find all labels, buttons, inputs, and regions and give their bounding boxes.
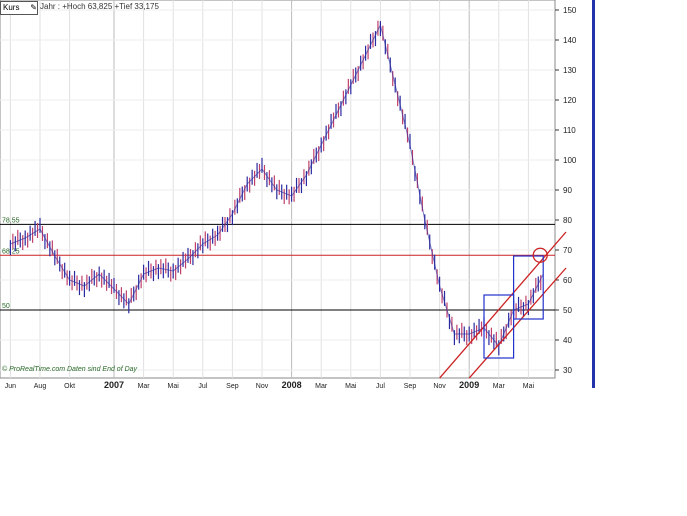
level-label: 50 bbox=[2, 303, 10, 310]
x-tick-label: 2007 bbox=[104, 380, 124, 390]
x-tick-label: Mar bbox=[138, 383, 151, 390]
credit-text: © ProRealTime.com Daten sind End of Day bbox=[2, 366, 138, 373]
y-tick-label: 100 bbox=[563, 156, 577, 165]
x-tick-label: Nov bbox=[433, 383, 446, 390]
instrument-label: Kurs bbox=[3, 3, 20, 12]
x-tick-label: Jul bbox=[376, 383, 385, 390]
y-tick-label: 110 bbox=[563, 126, 576, 135]
y-tick-label: 120 bbox=[563, 96, 577, 105]
range-box bbox=[512, 255, 544, 320]
x-tick-label: Mar bbox=[315, 383, 328, 390]
x-tick-label: Okt bbox=[64, 383, 75, 390]
x-tick-label: 2009 bbox=[459, 380, 479, 390]
target-circle bbox=[532, 247, 548, 263]
range-box bbox=[483, 294, 515, 359]
x-tick-label: Jul bbox=[198, 383, 207, 390]
wrench-icon[interactable]: ✎ bbox=[30, 3, 37, 12]
price-line bbox=[10, 23, 544, 347]
y-tick-label: 60 bbox=[563, 276, 572, 285]
x-tick-label: 2008 bbox=[282, 380, 302, 390]
y-tick-label: 50 bbox=[563, 306, 572, 315]
x-tick-label: Mai bbox=[168, 383, 180, 390]
y-tick-label: 80 bbox=[563, 216, 572, 225]
channel-line bbox=[439, 231, 567, 379]
y-tick-label: 30 bbox=[563, 366, 572, 375]
y-tick-label: 130 bbox=[563, 66, 577, 75]
x-tick-label: Mar bbox=[493, 383, 506, 390]
x-tick-label: Aug bbox=[34, 383, 47, 390]
y-tick-label: 150 bbox=[563, 6, 577, 15]
x-tick-label: Nov bbox=[256, 383, 269, 390]
chart-summary: Jahr : +Hoch 63,825 +Tief 33,175 bbox=[40, 2, 159, 11]
x-tick-label: Mai bbox=[345, 383, 357, 390]
instrument-selector[interactable]: Kurs ✎ bbox=[0, 1, 38, 15]
x-tick-label: Jun bbox=[5, 383, 16, 390]
y-tick-label: 140 bbox=[563, 36, 577, 45]
plot-area bbox=[0, 0, 556, 379]
x-tick-label: Mai bbox=[523, 383, 535, 390]
panel-divider bbox=[592, 0, 595, 388]
y-tick-label: 40 bbox=[563, 336, 572, 345]
level-label: 78,55 bbox=[2, 217, 20, 224]
y-tick-label: 90 bbox=[563, 186, 572, 195]
x-tick-label: Sep bbox=[226, 383, 239, 390]
x-tick-label: Sep bbox=[404, 383, 417, 390]
channel-line bbox=[468, 267, 567, 379]
y-tick-label: 70 bbox=[563, 246, 572, 255]
